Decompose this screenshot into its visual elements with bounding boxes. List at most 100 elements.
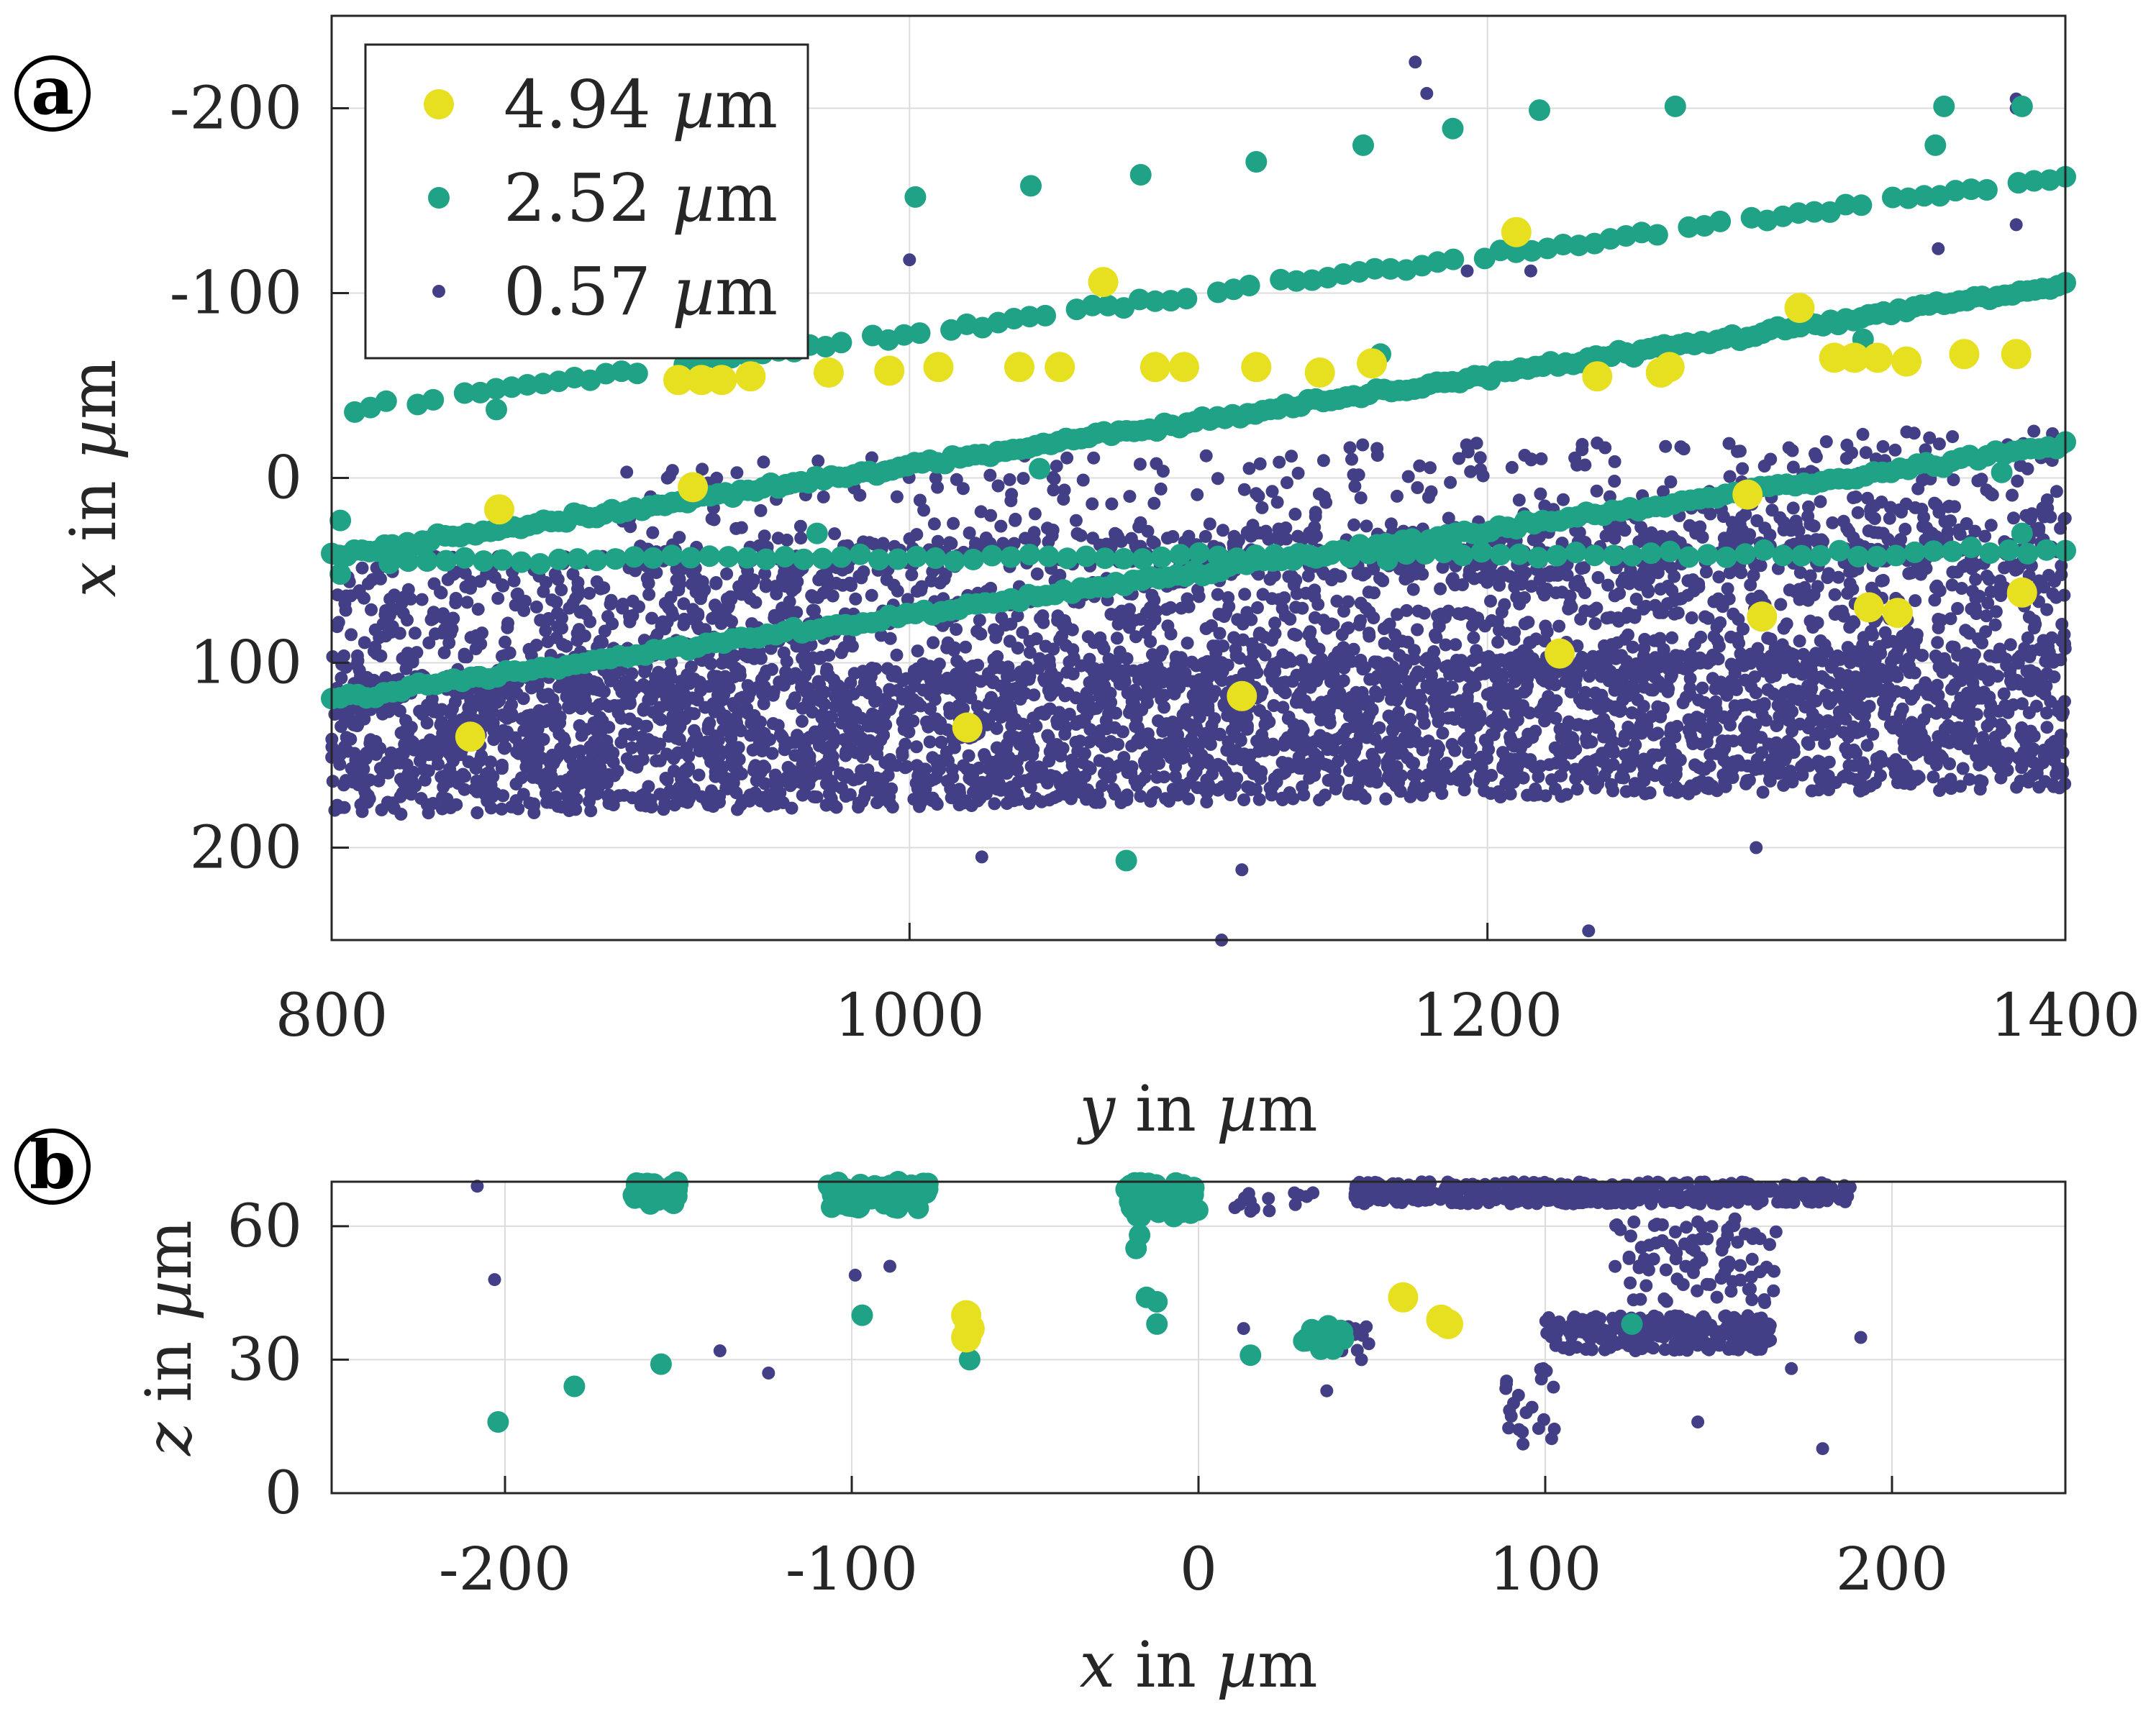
data-point-small: [1847, 743, 1860, 757]
data-point-small: [1648, 670, 1662, 684]
data-point-small: [1266, 737, 1280, 751]
data-point-small: [1623, 755, 1637, 769]
data-point-small: [408, 626, 422, 640]
data-point-small: [2004, 675, 2017, 688]
data-point-small: [1124, 701, 1138, 715]
data-point-small: [759, 578, 773, 591]
data-point-small: [835, 716, 848, 730]
data-point-small: [1567, 739, 1580, 753]
data-point-small: [405, 734, 419, 748]
data-point-small: [747, 652, 761, 665]
data-point-small: [355, 561, 369, 575]
data-point-small: [2024, 684, 2037, 698]
data-point-small: [558, 744, 572, 757]
data-point-small: [613, 680, 626, 693]
data-point-small: [1944, 514, 1957, 528]
data-point-small: [2029, 617, 2042, 631]
data-point-small: [358, 636, 371, 649]
data-point-small: [1960, 686, 1974, 700]
data-point-small: [1342, 652, 1355, 665]
data-point-small: [1643, 786, 1657, 800]
data-point-small: [569, 592, 583, 606]
data-point-small: [1034, 611, 1047, 625]
data-point-small: [517, 603, 531, 617]
data-point-small: [1792, 583, 1806, 596]
data-point-small: [733, 669, 747, 683]
data-point-small: [1256, 588, 1270, 601]
data-point-small: [373, 742, 387, 755]
data-point-small: [1595, 754, 1609, 768]
data-point-small: [866, 778, 879, 791]
data-point-small: [1221, 658, 1234, 672]
data-point-small: [806, 603, 819, 617]
data-point-small: [1390, 760, 1404, 773]
data-point-small: [446, 611, 460, 625]
data-point-small: [704, 657, 718, 670]
data-point-small: [1240, 722, 1254, 736]
data-point-small: [1687, 735, 1701, 749]
data-point-small: [881, 769, 895, 782]
data-point-small: [1319, 731, 1333, 745]
data-point-small: [344, 732, 358, 746]
data-point-small: [1970, 607, 1983, 621]
data-point-small: [620, 752, 634, 765]
data-point-small: [1236, 617, 1250, 631]
data-point-small: [1088, 667, 1101, 680]
data-point-small: [2043, 743, 2057, 757]
data-point-small: [929, 796, 943, 810]
data-point-small: [660, 773, 674, 787]
data-point-small: [1315, 757, 1329, 770]
data-point-small: [1490, 666, 1504, 680]
data-point-small: [1373, 721, 1386, 734]
data-point-small: [1506, 698, 1520, 711]
data-point-small: [1916, 649, 1929, 662]
data-point-small: [1240, 711, 1254, 724]
data-point-small: [1620, 655, 1633, 668]
data-point-small: [2003, 638, 2017, 652]
data-point-small: [394, 726, 408, 740]
data-point-small: [1761, 631, 1775, 645]
data-point-small: [328, 708, 342, 721]
data-point-small: [2030, 767, 2044, 780]
data-point-small: [417, 739, 430, 752]
data-point-small: [1983, 665, 1996, 679]
data-point-small: [1125, 760, 1139, 774]
data-point-small: [1293, 687, 1307, 701]
data-point-small: [1401, 635, 1415, 649]
data-point-small: [1368, 753, 1381, 766]
data-point-small: [686, 691, 699, 705]
data-point-small: [678, 781, 691, 795]
data-point-small: [1081, 760, 1095, 774]
data-point-small: [1522, 616, 1535, 629]
data-point-small: [1109, 706, 1123, 720]
data-point-small: [496, 649, 509, 663]
data-point-small: [440, 793, 454, 806]
data-point-small: [2021, 775, 2035, 789]
data-point-small: [752, 738, 766, 752]
data-point-small: [501, 725, 514, 739]
data-point-small: [2040, 667, 2054, 680]
data-point-small: [865, 588, 878, 602]
data-point-small: [1991, 760, 2005, 774]
data-point-small: [911, 644, 924, 658]
data-point-small: [999, 678, 1011, 692]
data-point-small: [930, 762, 944, 776]
data-point-small: [1459, 667, 1473, 681]
data-point-small: [1651, 726, 1665, 740]
data-point-small: [362, 577, 375, 591]
data-point-small: [981, 783, 995, 796]
data-point-small: [1519, 566, 1532, 580]
data-point-small: [1947, 640, 1961, 654]
data-point-small: [604, 597, 617, 611]
data-point-small: [1252, 793, 1266, 806]
data-point-small: [891, 684, 904, 697]
data-point-small: [1296, 601, 1309, 615]
data-point-small: [1054, 749, 1068, 762]
data-point-small: [784, 672, 798, 685]
data-point-small: [1342, 595, 1355, 608]
data-point-small: [1480, 688, 1494, 701]
data-point-small: [486, 790, 499, 803]
data-point-small: [901, 593, 914, 606]
data-point-small: [874, 733, 888, 747]
data-point-small: [970, 624, 984, 638]
